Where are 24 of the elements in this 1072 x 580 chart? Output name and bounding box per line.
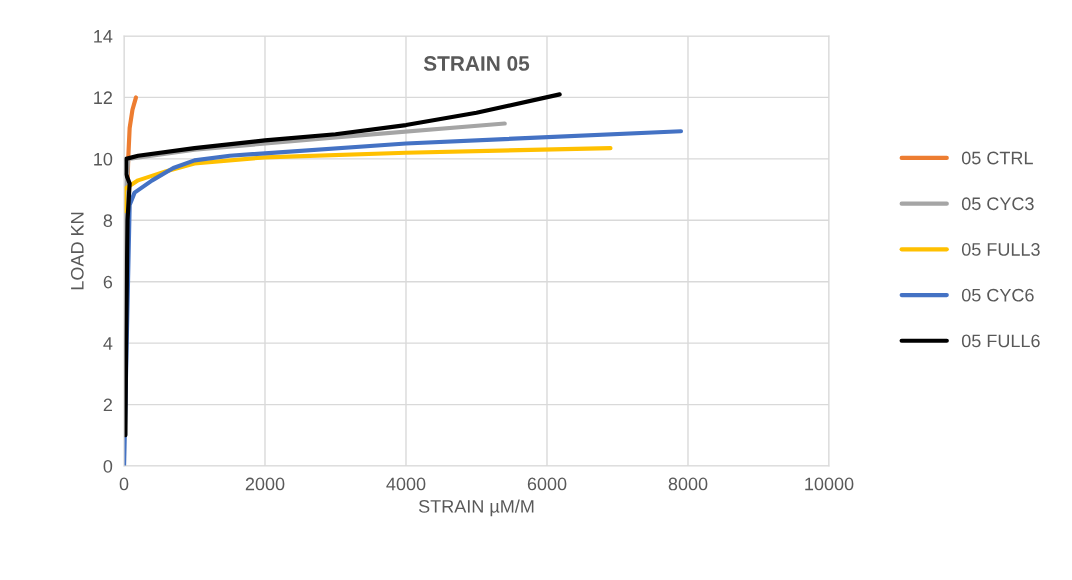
x-tick-label: 0 bbox=[119, 477, 129, 491]
legend-label: 05 CTRL bbox=[961, 151, 1033, 165]
legend-label: 05 CYC6 bbox=[961, 288, 1034, 302]
legend-label: 05 FULL6 bbox=[961, 334, 1040, 348]
y-tick-label: 12 bbox=[94, 91, 112, 104]
y-tick-label: 14 bbox=[94, 30, 113, 43]
y-tick-label: 6 bbox=[103, 275, 113, 289]
y-tick-label: 0 bbox=[103, 459, 113, 473]
x-tick-label: 6000 bbox=[527, 477, 567, 491]
x-tick-label: 4000 bbox=[386, 477, 426, 491]
legend-label: 05 CYC3 bbox=[961, 197, 1034, 211]
x-tick-label: 8000 bbox=[668, 477, 708, 491]
x-tick-label: 2000 bbox=[245, 477, 285, 491]
line-series bbox=[124, 146, 613, 214]
x-axis-title: STRAIN µM/M bbox=[418, 499, 534, 517]
y-axis-title: LOAD KN bbox=[70, 212, 84, 290]
x-tick-label: 10000 bbox=[805, 477, 854, 491]
y-tick-label: 8 bbox=[103, 214, 113, 228]
y-tick-label: 4 bbox=[103, 337, 113, 350]
line-series bbox=[124, 92, 562, 438]
text: STRAIN 05 bbox=[423, 56, 530, 71]
y-tick-label: 2 bbox=[103, 398, 112, 412]
y-tick-label: 10 bbox=[94, 152, 113, 166]
legend-label: 05 FULL3 bbox=[961, 243, 1040, 256]
